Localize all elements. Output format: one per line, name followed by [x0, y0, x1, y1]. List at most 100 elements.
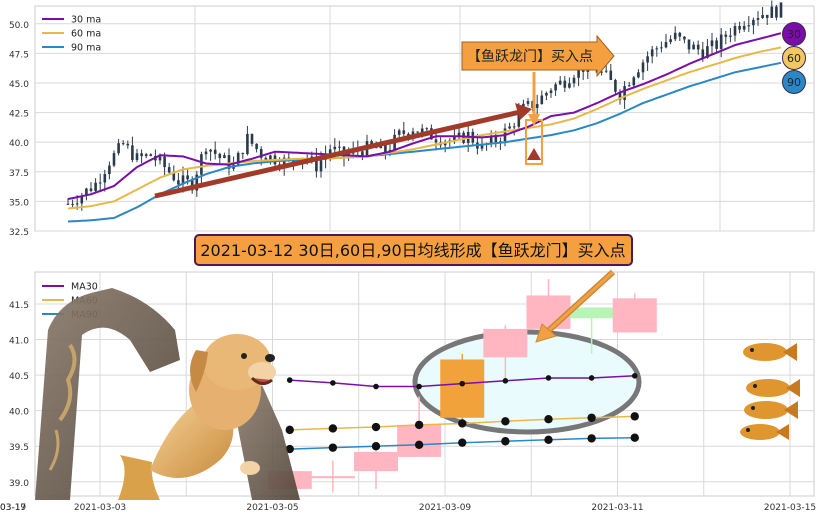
bottom-ma30-point — [373, 383, 379, 390]
bottom-legend-label: MA30 — [71, 282, 98, 293]
bottom-x-tick-label: 2021-03-05 — [246, 503, 298, 513]
top-candle-body — [641, 62, 645, 73]
bottom-y-tick-label: 40.5 — [9, 372, 29, 382]
bottom-ma90-point — [371, 442, 381, 451]
top-candle-body — [489, 136, 493, 145]
top-y-tick-label: 45.0 — [9, 80, 29, 90]
top-candle-body — [80, 195, 84, 204]
ma-end-badge-label: 90 — [787, 76, 801, 89]
top-candle-body — [669, 39, 672, 43]
top-y-tick-label: 37.5 — [9, 169, 29, 179]
top-candle-body — [568, 83, 571, 88]
bottom-x-tick-label: 2021-03-09 — [419, 503, 472, 513]
top-candle-body — [604, 70, 608, 72]
top-candle-body — [462, 132, 465, 143]
top-candle-body — [250, 133, 254, 144]
top-candle-body — [236, 152, 240, 165]
dog-mermaid-illustration — [118, 334, 276, 500]
top-candle-body — [729, 35, 732, 37]
top-ma-lines — [67, 32, 782, 223]
bottom-x-tick-label: 2021-03-19 — [0, 503, 26, 513]
top-candle-body — [706, 46, 709, 58]
bottom-ma30-point — [588, 375, 595, 381]
top-candle-body — [563, 80, 567, 88]
top-candle-body — [204, 151, 208, 155]
bottom-x-tick-label: 2021-03-03 — [74, 503, 126, 513]
bottom-ma90-point — [544, 435, 553, 445]
top-candle-body — [655, 48, 659, 50]
bottom-ma30-point — [459, 380, 466, 387]
bottom-candle-body — [310, 476, 355, 479]
bottom-grid — [35, 272, 814, 496]
ma-end-badge-label: 60 — [787, 52, 801, 65]
ma-end-badge — [782, 46, 806, 70]
top-candle-body — [650, 49, 654, 57]
top-candle-body — [227, 155, 231, 169]
ma-end-badges: 30 60 90 — [782, 22, 806, 94]
top-candle-body — [259, 149, 263, 158]
top-candle-body — [600, 71, 603, 73]
top-candle-body — [710, 40, 714, 47]
top-candle-body — [742, 26, 746, 30]
top-candle-body — [328, 149, 332, 155]
ma90-line — [67, 61, 782, 223]
top-candle-body — [71, 203, 74, 205]
top-candle-body — [779, 2, 783, 18]
bottom-ma60-point — [587, 413, 596, 422]
bottom-candle-body — [569, 307, 614, 319]
ma-end-badge-label: 30 — [787, 28, 801, 41]
top-candle-body — [282, 157, 286, 167]
carp-fish-illustration — [740, 343, 800, 440]
top-candle-body — [719, 34, 723, 49]
top-candle-body — [480, 143, 484, 149]
top-candle-body — [209, 149, 212, 152]
carp-fish — [746, 379, 800, 397]
top-legend-label: 90 ma — [71, 43, 101, 54]
top-candle-body — [765, 14, 769, 18]
top-candle-body — [747, 25, 751, 27]
bottom-candle-body — [612, 298, 657, 333]
trend-arrow — [154, 103, 532, 199]
top-candle-body — [103, 174, 107, 183]
top-candle-body — [333, 146, 337, 150]
buy-point-callout-text: 【鱼跃龙门】买入点 — [467, 48, 593, 65]
chart-title: 2021-03-12 30日,60日,90日均线形成【鱼跃龙门】买入点 — [200, 241, 625, 260]
top-candle-body — [144, 154, 148, 157]
bottom-ma30-point — [502, 378, 509, 384]
top-candle-body — [554, 84, 557, 91]
bottom-ma90-point — [414, 440, 424, 449]
top-candle-body — [195, 174, 199, 191]
top-candle-body — [692, 44, 695, 50]
bottom-ma30-point — [545, 375, 552, 381]
bottom-candle-body — [354, 451, 398, 472]
top-candle-body — [508, 126, 511, 129]
top-y-tick-label: 50.0 — [9, 21, 29, 31]
top-candle-body — [545, 92, 548, 96]
top-candle-body — [701, 49, 705, 58]
top-candle-body — [126, 143, 130, 146]
top-candle-body — [683, 36, 686, 40]
top-y-tick-label: 42.5 — [9, 110, 29, 120]
top-candle-body — [416, 131, 419, 133]
bottom-y-tick-label: 41.5 — [9, 301, 29, 311]
top-legend: 30 ma 60 ma 90 ma — [42, 15, 101, 54]
ma-end-badge — [782, 70, 806, 94]
top-candle-body — [627, 85, 631, 87]
top-candle-body — [577, 65, 580, 78]
top-legend-label: 30 ma — [71, 15, 101, 26]
banner-pointer-arrow — [535, 269, 616, 343]
top-candle-body — [108, 165, 111, 175]
bottom-candle-body — [483, 328, 528, 358]
top-candle-body — [407, 133, 410, 137]
bottom-ma60-point — [285, 425, 294, 435]
top-candle-body — [632, 77, 636, 86]
top-candle-body — [660, 47, 663, 49]
top-candle-body — [315, 156, 318, 172]
bottom-ma90-point — [285, 444, 294, 454]
bottom-x-axis: 2021-03-03 2021-03-05 2021-03-09 2021-03-11… — [0, 503, 816, 513]
bottom-ma60-point — [414, 420, 424, 430]
top-candle-body — [664, 42, 668, 48]
top-candle-body — [420, 128, 424, 133]
top-candle-body — [223, 155, 226, 159]
